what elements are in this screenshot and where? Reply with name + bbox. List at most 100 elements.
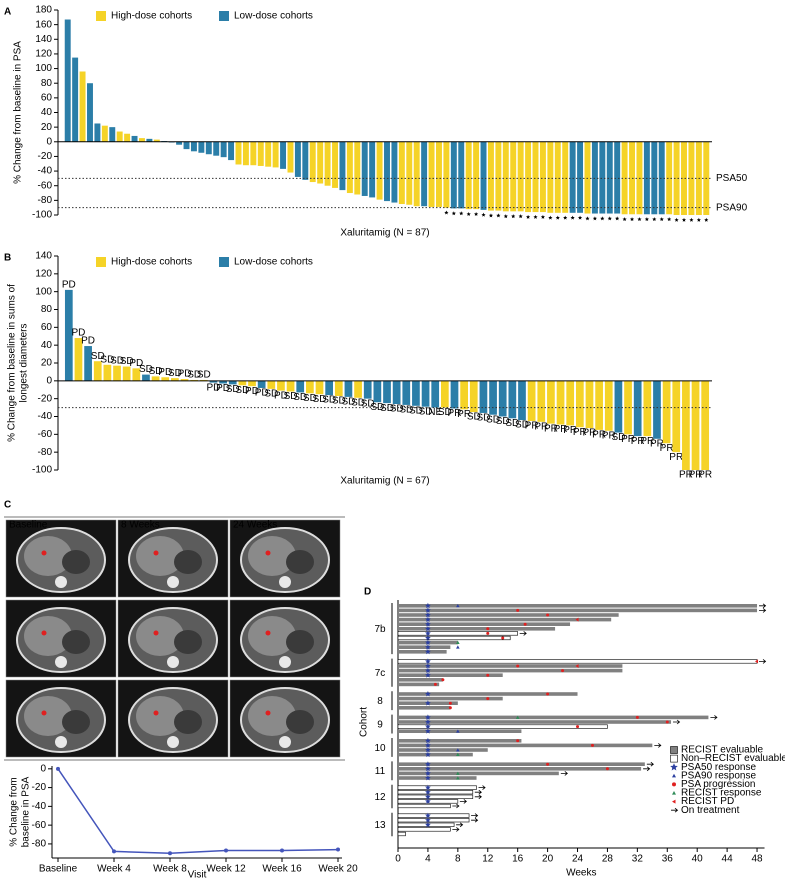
swim-bar (398, 696, 503, 701)
psa90-marker (585, 216, 590, 221)
bar (74, 338, 83, 381)
bar-label: PR (669, 452, 683, 463)
bar (146, 138, 153, 142)
panel-label: A (4, 7, 11, 18)
ct-spine (55, 576, 67, 588)
bar-label: PR (640, 436, 654, 447)
ct-spine (167, 736, 179, 748)
bar-label: PR (448, 408, 462, 419)
bar (332, 141, 338, 188)
y-tick-label: -20 (32, 782, 47, 793)
bar-label: NE (428, 407, 442, 418)
psa50-marker (425, 812, 431, 819)
psa90-marker (555, 215, 560, 220)
psa90-marker (474, 211, 479, 216)
bar (614, 141, 621, 214)
bar-label: SD (496, 416, 510, 427)
point (280, 848, 284, 853)
bar (72, 57, 79, 142)
legend-icon (672, 782, 676, 787)
panel-label: B (4, 253, 11, 264)
swim-bar (398, 720, 672, 724)
psa90-marker (622, 217, 627, 222)
swim-bar (398, 748, 488, 752)
swim-bar (398, 729, 522, 733)
bar (363, 380, 372, 399)
swim-bar (397, 813, 470, 818)
swim-bar (398, 776, 477, 780)
swim-bar (397, 827, 451, 832)
bar (161, 377, 170, 381)
psa90-marker (496, 213, 501, 218)
psa90-marker (704, 217, 709, 222)
y-tick-label: -60 (32, 820, 47, 831)
ct-organ (62, 710, 90, 734)
bar (392, 380, 401, 405)
psa90-marker (674, 217, 679, 222)
bar-label: SD (390, 404, 404, 415)
psa50-marker (425, 737, 431, 744)
recist-pd-marker (575, 617, 579, 622)
point (112, 849, 116, 854)
bar-label: SD (100, 354, 114, 365)
swim-bar (398, 743, 653, 748)
psa50-marker (425, 658, 431, 664)
bar (547, 141, 554, 213)
lesion-marker (153, 550, 159, 556)
ct-organ (286, 710, 314, 734)
bar (113, 365, 121, 381)
bar (250, 141, 257, 166)
on-treatment-arrow (560, 771, 568, 776)
bar (436, 141, 442, 207)
bar (577, 141, 584, 213)
bar (151, 376, 160, 381)
bar (286, 380, 295, 392)
y-axis-title: Cohort (359, 707, 370, 737)
bar (361, 141, 368, 196)
lesion-marker (153, 630, 159, 636)
bar (569, 141, 576, 213)
bar (171, 378, 179, 381)
ct-spine (279, 736, 291, 748)
bar (450, 380, 459, 409)
psa50-marker (425, 821, 431, 828)
bar (666, 141, 673, 215)
swim-bar (398, 608, 758, 613)
x-axis-title: Weeks (566, 868, 596, 879)
swim-bar (398, 771, 559, 776)
x-tick-label: 48 (751, 854, 763, 865)
bar-label: PR (554, 424, 568, 435)
legend-label: Low-dose cohorts (234, 257, 313, 268)
swim-bar (398, 613, 619, 617)
axis-title: % Change from baseline in sums of (7, 284, 18, 442)
psa-progression-marker (448, 706, 452, 710)
psa-progression-marker (546, 613, 550, 617)
ct-organ (24, 696, 72, 736)
psa50-marker (425, 639, 431, 646)
legend-icon (672, 791, 676, 795)
bar (142, 374, 150, 381)
psa90-marker (456, 748, 460, 752)
ct-organ (248, 696, 296, 736)
psa50-marker (425, 621, 431, 627)
x-tick-label: 40 (692, 854, 704, 865)
bar (79, 71, 86, 142)
swim-bar (398, 762, 645, 766)
bar (294, 141, 301, 177)
bar-label: SD (187, 370, 201, 381)
bar-label: SD (467, 412, 481, 423)
bar (495, 141, 502, 211)
psa50-marker (425, 747, 431, 753)
y-tick-label: 140 (35, 251, 52, 262)
bar (406, 141, 413, 205)
on-treatment-arrow (519, 631, 527, 636)
bar (518, 380, 526, 421)
bar (235, 141, 242, 165)
psa-progression-marker (448, 701, 452, 705)
psa50-marker (425, 625, 431, 632)
bar (153, 139, 160, 142)
bar (658, 141, 665, 215)
bar-label: PD (216, 383, 230, 394)
on-treatment-arrow (478, 785, 486, 790)
swim-bar (397, 790, 474, 795)
